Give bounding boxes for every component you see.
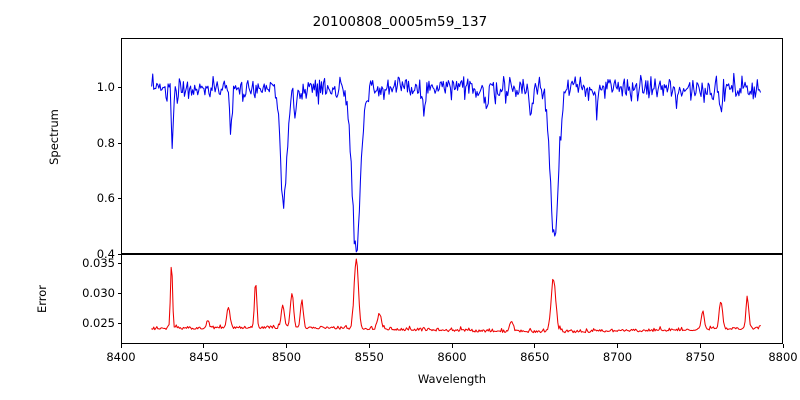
- x-ticklabel-4: 8600: [437, 350, 467, 364]
- y-ticklabel-error-0: 0.025: [82, 315, 115, 330]
- chart-title: 20100808_0005m59_137: [312, 14, 488, 30]
- x-tick-6: [617, 344, 619, 348]
- x-tick-5: [534, 344, 536, 348]
- x-ticklabel-8: 8800: [768, 350, 798, 364]
- x-axis-label-wavelength: Wavelength: [417, 372, 487, 386]
- y-axis-label-error: Error: [35, 284, 49, 314]
- x-tick-8: [782, 344, 784, 348]
- x-ticklabel-5: 8650: [520, 350, 550, 364]
- y-tick-spectrum-2: [117, 142, 121, 144]
- x-tick-4: [451, 344, 453, 348]
- error-plot-area: [151, 258, 761, 334]
- y-ticklabel-spectrum-2: 0.8: [96, 135, 115, 150]
- x-tick-7: [699, 344, 701, 348]
- spectrum-data-line: [151, 72, 761, 253]
- x-ticklabel-7: 8750: [685, 350, 715, 364]
- x-ticklabel-1: 8450: [189, 350, 219, 364]
- y-ticklabel-spectrum-1: 0.6: [96, 191, 115, 206]
- x-ticklabel-3: 8550: [354, 350, 384, 364]
- error-data-line: [151, 258, 761, 334]
- x-tick-0: [120, 344, 122, 348]
- x-ticklabel-0: 8400: [106, 350, 136, 364]
- y-ticklabel-error-2: 0.035: [82, 255, 115, 270]
- x-tick-3: [368, 344, 370, 348]
- x-ticklabel-6: 8700: [602, 350, 633, 364]
- x-ticklabel-2: 8500: [271, 350, 302, 364]
- y-ticklabel-spectrum-3: 1.0: [96, 80, 115, 95]
- y-tick-error-2: [117, 262, 121, 264]
- error-axes: [121, 254, 783, 344]
- x-tick-1: [203, 344, 205, 348]
- y-tick-error-0: [117, 322, 121, 324]
- spectrum-plot-area: [151, 72, 761, 253]
- y-tick-spectrum-1: [117, 198, 121, 200]
- x-tick-2: [286, 344, 288, 348]
- y-tick-spectrum-3: [117, 87, 121, 89]
- y-ticklabel-spectrum-0: 0.4: [96, 246, 115, 261]
- y-ticklabel-error-1: 0.030: [82, 285, 115, 300]
- y-tick-error-1: [117, 292, 121, 294]
- y-axis-label-spectrum: Spectrum: [47, 109, 61, 165]
- y-tick-spectrum-0: [117, 253, 121, 255]
- spectrum-axes: [121, 38, 783, 254]
